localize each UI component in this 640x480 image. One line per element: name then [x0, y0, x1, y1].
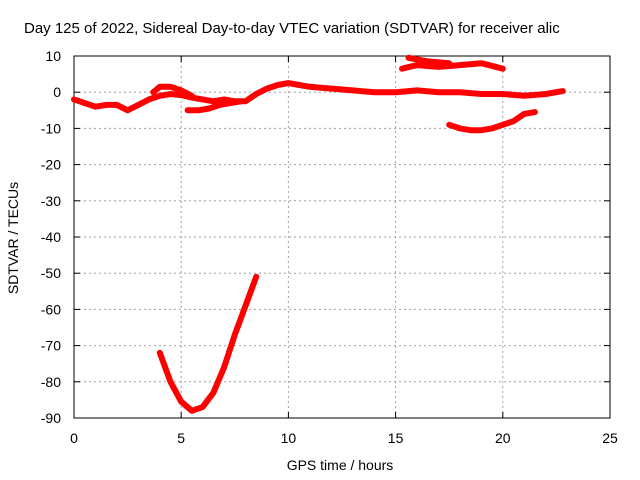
grid-layer: [74, 56, 610, 418]
y-tick-label: 10: [45, 48, 61, 64]
y-tick-label: -10: [41, 120, 61, 136]
axis-layer: 10 0 -10 -20 -30 -40 -50 -60 -70 -80 -90 0 5 10 15 20 25: [41, 48, 618, 446]
y-axis-title: SDTVAR / TECUs: [5, 182, 21, 294]
y-tick-label: -90: [41, 410, 61, 426]
x-axis-title: GPS time / hours: [287, 457, 394, 473]
x-tick-label: 0: [70, 430, 78, 446]
series-track-3: [184, 98, 245, 114]
x-tick-label: 15: [388, 430, 404, 446]
series-track-5: [405, 54, 453, 67]
y-tick-label: -80: [41, 374, 61, 390]
x-tick-label: 10: [281, 430, 297, 446]
series-layer: [71, 54, 566, 414]
x-tick-label: 25: [602, 430, 618, 446]
series-track-2: [150, 83, 195, 99]
series-track-1: [71, 80, 566, 114]
series-track-7: [156, 273, 260, 414]
y-tick-label: -20: [41, 157, 61, 173]
series-track-6: [446, 109, 538, 134]
y-tick-label: 0: [53, 84, 61, 100]
y-tick-label: -50: [41, 265, 61, 281]
y-tick-label: -60: [41, 301, 61, 317]
y-tick-label: -70: [41, 338, 61, 354]
y-tick-label: -30: [41, 193, 61, 209]
series-track-4: [399, 60, 506, 72]
y-tick-label: -40: [41, 229, 61, 245]
x-tick-label: 20: [495, 430, 511, 446]
chart-title: Day 125 of 2022, Sidereal Day-to-day VTE…: [24, 20, 560, 37]
x-tick-label: 5: [177, 430, 185, 446]
